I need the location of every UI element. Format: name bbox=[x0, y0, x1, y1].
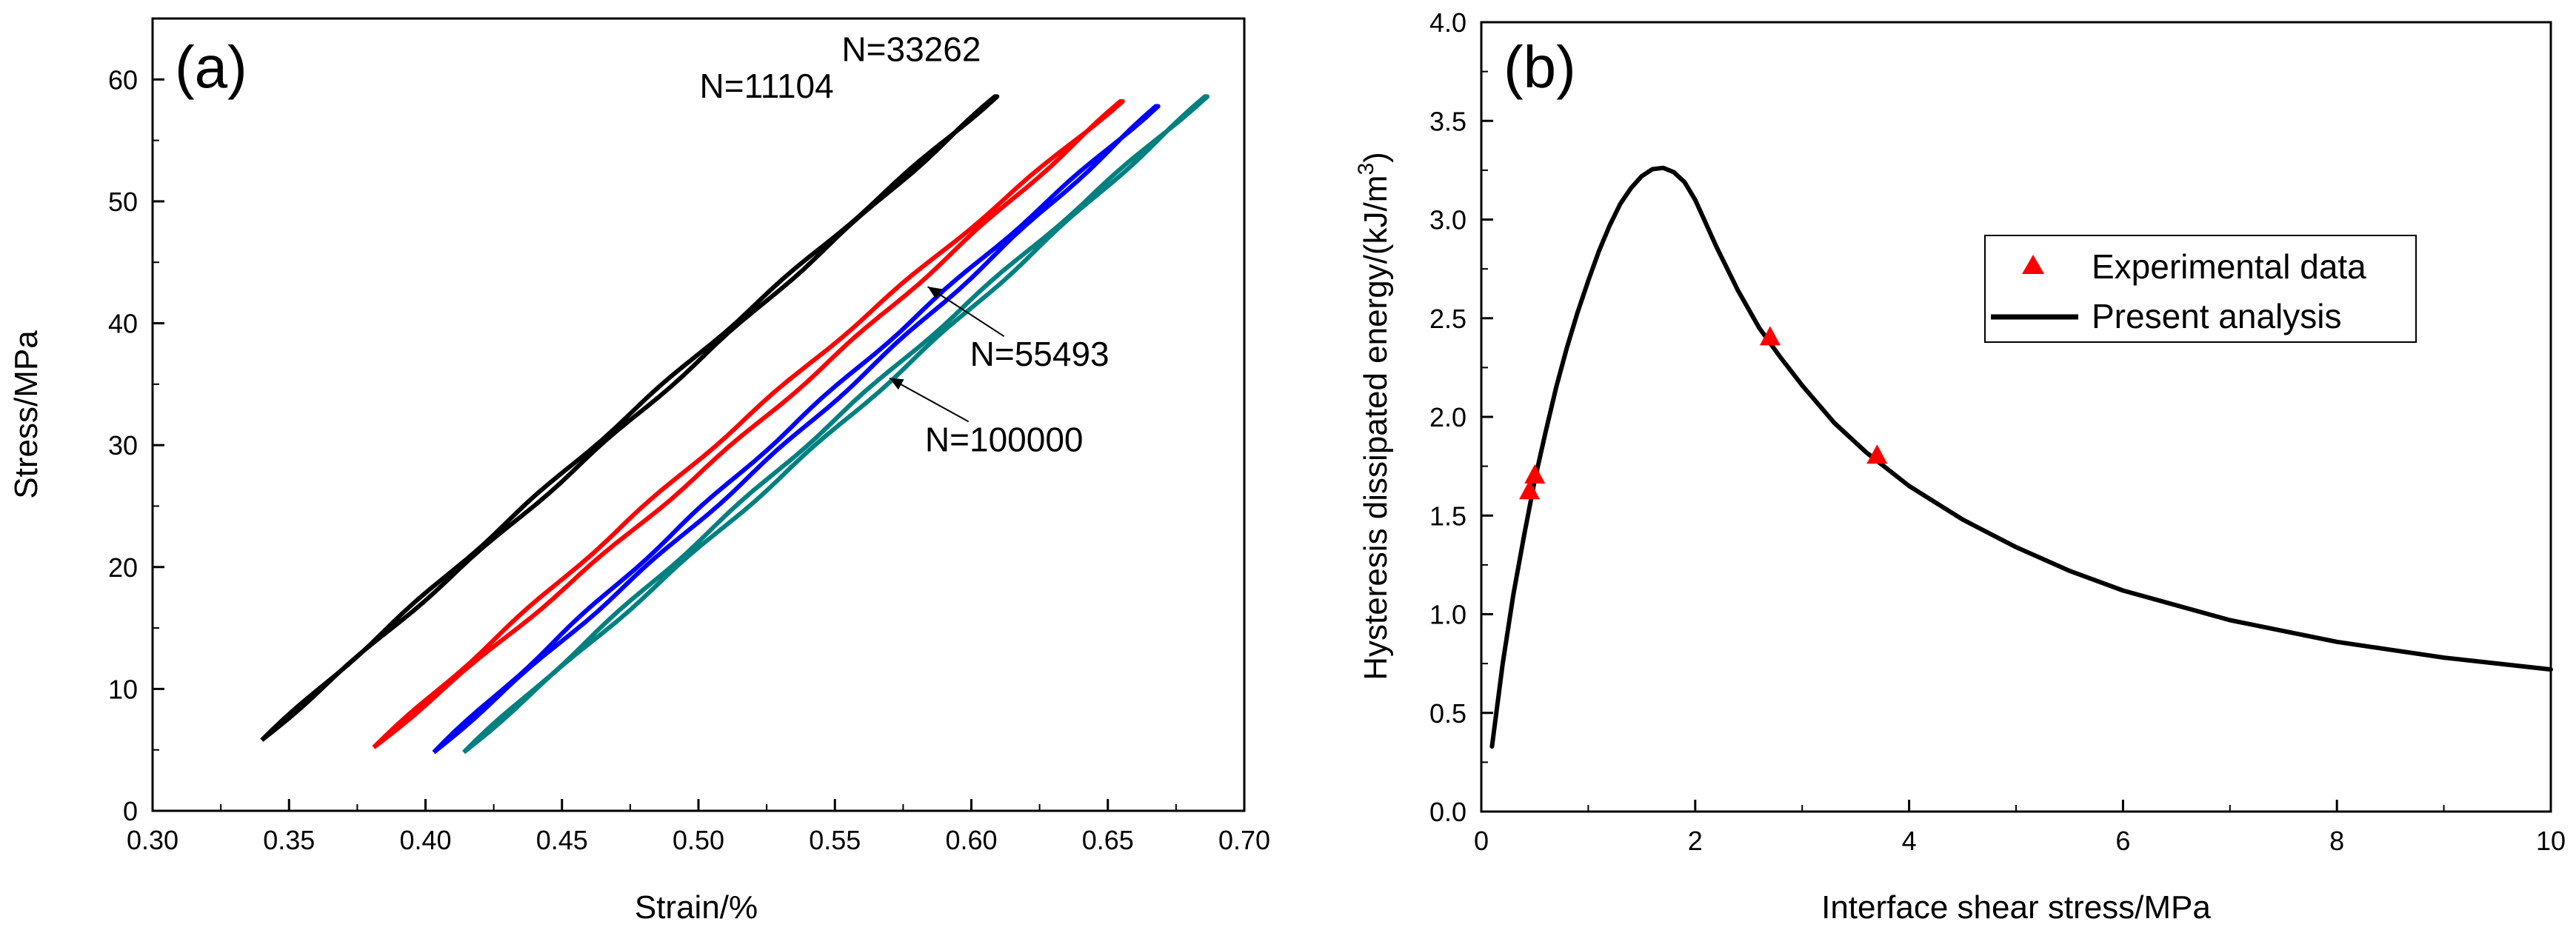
panel-b: 0 2 4 6 8 10 0.0 0.5 1.0 1.5 2.0 2.5 3.0 3.5 4.0 (b) I… bbox=[1354, 7, 2566, 926]
b-x-tick-label-8: 8 bbox=[2329, 826, 2344, 856]
b-y-tick-label-3-0: 3.0 bbox=[1429, 205, 1466, 235]
panel-a: 0.30 0.35 0.40 0.45 0.50 0.55 0.60 0.65 0.70 0 10 2… bbox=[8, 17, 1270, 926]
panel-b-y-axis-title: Hysteresis dissipated energy/(kJ/m3) bbox=[1354, 152, 1394, 680]
annotation-arrow-line-n-55493 bbox=[927, 286, 1005, 337]
legend-label-present-analysis: Present analysis bbox=[2092, 297, 2342, 335]
annotation-arrowhead-n-100000 bbox=[889, 378, 904, 390]
panel-a-x-axis-title: Strain/% bbox=[635, 889, 758, 926]
b-y-tick-label-1-0: 1.0 bbox=[1429, 600, 1466, 630]
loop-n-100000 bbox=[461, 94, 1210, 755]
panel-b-plot-frame bbox=[1480, 21, 2552, 813]
a-y-tick-label-50: 50 bbox=[108, 187, 138, 217]
loop-n-33262 bbox=[372, 98, 1125, 749]
a-x-tick-label-0-35: 0.35 bbox=[263, 825, 315, 855]
b-x-tick-label-4: 4 bbox=[1902, 826, 1917, 856]
panel-b-label: (b) bbox=[1504, 34, 1576, 100]
a-y-tick-label-10: 10 bbox=[108, 674, 138, 704]
legend-label-experimental-data: Experimental data bbox=[2092, 247, 2366, 286]
panel-a-label: (a) bbox=[175, 34, 247, 100]
b-x-tick-label-0: 0 bbox=[1474, 826, 1489, 856]
a-x-tick-label-0-70: 0.70 bbox=[1218, 825, 1270, 855]
legend-box bbox=[1984, 235, 2417, 343]
a-x-tick-label-0-50: 0.50 bbox=[673, 825, 724, 855]
panel-a-ticks: 0.30 0.35 0.40 0.45 0.50 0.55 0.60 0.65 0.70 0 10 2… bbox=[108, 64, 1270, 855]
panel-a-y-axis-title: Stress/MPa bbox=[8, 330, 44, 499]
panel-b-x-axis-title: Interface shear stress/MPa bbox=[1821, 889, 2211, 926]
b-y-tick-label-0-5: 0.5 bbox=[1429, 698, 1466, 729]
a-y-tick-label-20: 20 bbox=[108, 552, 138, 583]
annotation-n-11104: N=11104 bbox=[700, 67, 834, 105]
annotation-n-33262: N=33262 bbox=[841, 30, 981, 69]
annotation-n-100000: N=100000 bbox=[925, 420, 1084, 458]
a-x-tick-label-0-40: 0.40 bbox=[399, 825, 451, 855]
a-x-tick-label-0-30: 0.30 bbox=[127, 825, 178, 855]
annotation-arrow-line-n-100000 bbox=[889, 377, 970, 423]
panel-b-y-axis-title-tail: ) bbox=[1358, 152, 1394, 163]
a-y-tick-label-40: 40 bbox=[108, 309, 138, 339]
panel-b-y-axis-title-sup: 3 bbox=[1354, 163, 1378, 175]
b-y-tick-label-1-5: 1.5 bbox=[1429, 501, 1466, 531]
annotation-n-55493: N=55493 bbox=[970, 335, 1110, 373]
marker-experimental-data bbox=[1518, 480, 1540, 500]
a-x-tick-label-0-65: 0.65 bbox=[1082, 825, 1134, 855]
b-y-tick-label-4-0: 4.0 bbox=[1429, 7, 1466, 38]
a-y-tick-label-0: 0 bbox=[123, 796, 138, 826]
panel-a-data bbox=[260, 94, 1210, 755]
a-y-tick-label-60: 60 bbox=[108, 64, 138, 95]
marker-experimental-data bbox=[1866, 444, 1888, 464]
marker-experimental-data bbox=[1524, 464, 1546, 484]
panel-b-y-axis-title-main: Hysteresis dissipated energy/(kJ/m bbox=[1358, 175, 1394, 680]
b-y-tick-label-0-0: 0.0 bbox=[1429, 797, 1466, 827]
b-x-tick-label-6: 6 bbox=[2115, 826, 2130, 856]
b-x-tick-label-10: 10 bbox=[2536, 826, 2566, 856]
a-x-tick-label-0-45: 0.45 bbox=[536, 825, 588, 855]
legend-marker-experimental-data bbox=[2022, 255, 2044, 274]
legend: Experimental data Present analysis bbox=[1984, 235, 2417, 343]
b-y-tick-label-3-5: 3.5 bbox=[1429, 106, 1466, 136]
panel-b-data bbox=[1489, 165, 2553, 749]
b-x-tick-label-2: 2 bbox=[1688, 826, 1703, 856]
line-present-analysis bbox=[1489, 165, 2553, 749]
b-y-tick-label-2-5: 2.5 bbox=[1429, 304, 1466, 334]
a-y-tick-label-30: 30 bbox=[108, 430, 138, 461]
loop-n-55493 bbox=[432, 104, 1161, 755]
a-x-tick-label-0-60: 0.60 bbox=[945, 825, 997, 855]
annotation-arrowhead-n-55493 bbox=[927, 287, 942, 299]
panel-b-ticks: 0 2 4 6 8 10 0.0 0.5 1.0 1.5 2.0 2.5 3.0 3.5 4.0 bbox=[1429, 7, 2566, 856]
marker-experimental-data bbox=[1759, 326, 1781, 346]
loop-n-11104 bbox=[260, 94, 1000, 742]
b-y-tick-label-2-0: 2.0 bbox=[1429, 402, 1466, 432]
a-x-tick-label-0-55: 0.55 bbox=[809, 825, 861, 855]
